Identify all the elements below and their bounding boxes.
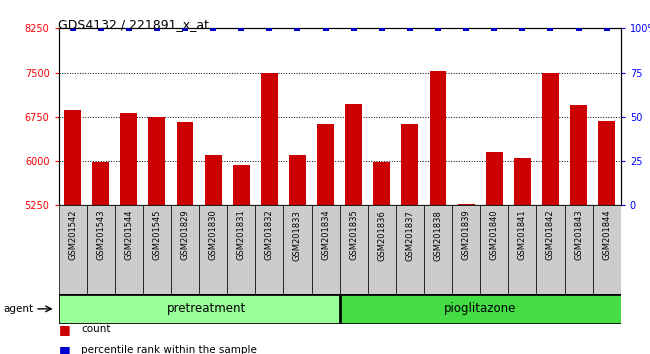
- Bar: [508, 205, 536, 294]
- Text: ■: ■: [58, 344, 70, 354]
- Point: [320, 25, 331, 31]
- Bar: [58, 205, 86, 294]
- Point: [96, 25, 106, 31]
- Bar: [452, 205, 480, 294]
- Bar: [227, 205, 255, 294]
- Text: GSM201838: GSM201838: [434, 210, 443, 261]
- Bar: [64, 110, 81, 354]
- Bar: [59, 295, 339, 323]
- Text: count: count: [81, 324, 110, 334]
- Text: GSM201829: GSM201829: [181, 210, 190, 261]
- Text: GSM201840: GSM201840: [489, 210, 499, 261]
- Text: GSM201831: GSM201831: [237, 210, 246, 261]
- Bar: [339, 205, 368, 294]
- Bar: [396, 205, 424, 294]
- Text: GSM201834: GSM201834: [321, 210, 330, 261]
- Text: GSM201544: GSM201544: [124, 210, 133, 260]
- Bar: [261, 73, 278, 354]
- Bar: [143, 205, 171, 294]
- Bar: [424, 205, 452, 294]
- Point: [180, 25, 190, 31]
- Text: GSM201543: GSM201543: [96, 210, 105, 261]
- Bar: [564, 205, 593, 294]
- Bar: [177, 122, 194, 354]
- Text: GSM201835: GSM201835: [349, 210, 358, 261]
- Point: [124, 25, 134, 31]
- Bar: [311, 205, 340, 294]
- Bar: [255, 205, 283, 294]
- Bar: [458, 204, 474, 354]
- Bar: [430, 71, 447, 354]
- Bar: [115, 205, 143, 294]
- Bar: [368, 205, 396, 294]
- Bar: [345, 104, 362, 354]
- Bar: [598, 121, 615, 354]
- Bar: [233, 165, 250, 354]
- Text: pioglitazone: pioglitazone: [444, 302, 516, 315]
- Text: GSM201836: GSM201836: [377, 210, 386, 261]
- Text: GSM201545: GSM201545: [152, 210, 161, 260]
- Point: [68, 25, 78, 31]
- Text: GSM201843: GSM201843: [574, 210, 583, 261]
- Text: GSM201832: GSM201832: [265, 210, 274, 261]
- Bar: [536, 205, 564, 294]
- Text: GSM201839: GSM201839: [462, 210, 471, 261]
- Point: [348, 25, 359, 31]
- Text: GSM201841: GSM201841: [518, 210, 527, 261]
- Point: [264, 25, 274, 31]
- Bar: [205, 155, 222, 354]
- Text: agent: agent: [3, 304, 33, 314]
- Point: [433, 25, 443, 31]
- Text: ■: ■: [58, 323, 70, 336]
- Bar: [289, 155, 306, 354]
- Text: GSM201837: GSM201837: [406, 210, 415, 261]
- Bar: [86, 205, 115, 294]
- Bar: [542, 73, 559, 354]
- Bar: [373, 162, 390, 354]
- Bar: [570, 105, 587, 354]
- Text: GSM201830: GSM201830: [209, 210, 218, 261]
- Point: [151, 25, 162, 31]
- Point: [376, 25, 387, 31]
- Text: GSM201842: GSM201842: [546, 210, 555, 261]
- Bar: [148, 117, 165, 354]
- Text: GSM201833: GSM201833: [293, 210, 302, 261]
- Bar: [593, 205, 621, 294]
- Point: [545, 25, 556, 31]
- Point: [517, 25, 528, 31]
- Point: [236, 25, 246, 31]
- Bar: [341, 295, 621, 323]
- Text: pretreatment: pretreatment: [166, 302, 246, 315]
- Point: [601, 25, 612, 31]
- Point: [292, 25, 303, 31]
- Bar: [317, 125, 334, 354]
- Point: [573, 25, 584, 31]
- Point: [461, 25, 471, 31]
- Text: GDS4132 / 221891_x_at: GDS4132 / 221891_x_at: [58, 18, 209, 31]
- Text: percentile rank within the sample: percentile rank within the sample: [81, 346, 257, 354]
- Point: [208, 25, 218, 31]
- Bar: [486, 152, 502, 354]
- Text: GSM201844: GSM201844: [602, 210, 611, 261]
- Bar: [283, 205, 311, 294]
- Bar: [199, 205, 228, 294]
- Bar: [171, 205, 199, 294]
- Bar: [120, 113, 137, 354]
- Point: [405, 25, 415, 31]
- Point: [489, 25, 499, 31]
- Text: GSM201542: GSM201542: [68, 210, 77, 260]
- Bar: [514, 158, 531, 354]
- Bar: [402, 125, 419, 354]
- Bar: [92, 162, 109, 354]
- Bar: [480, 205, 508, 294]
